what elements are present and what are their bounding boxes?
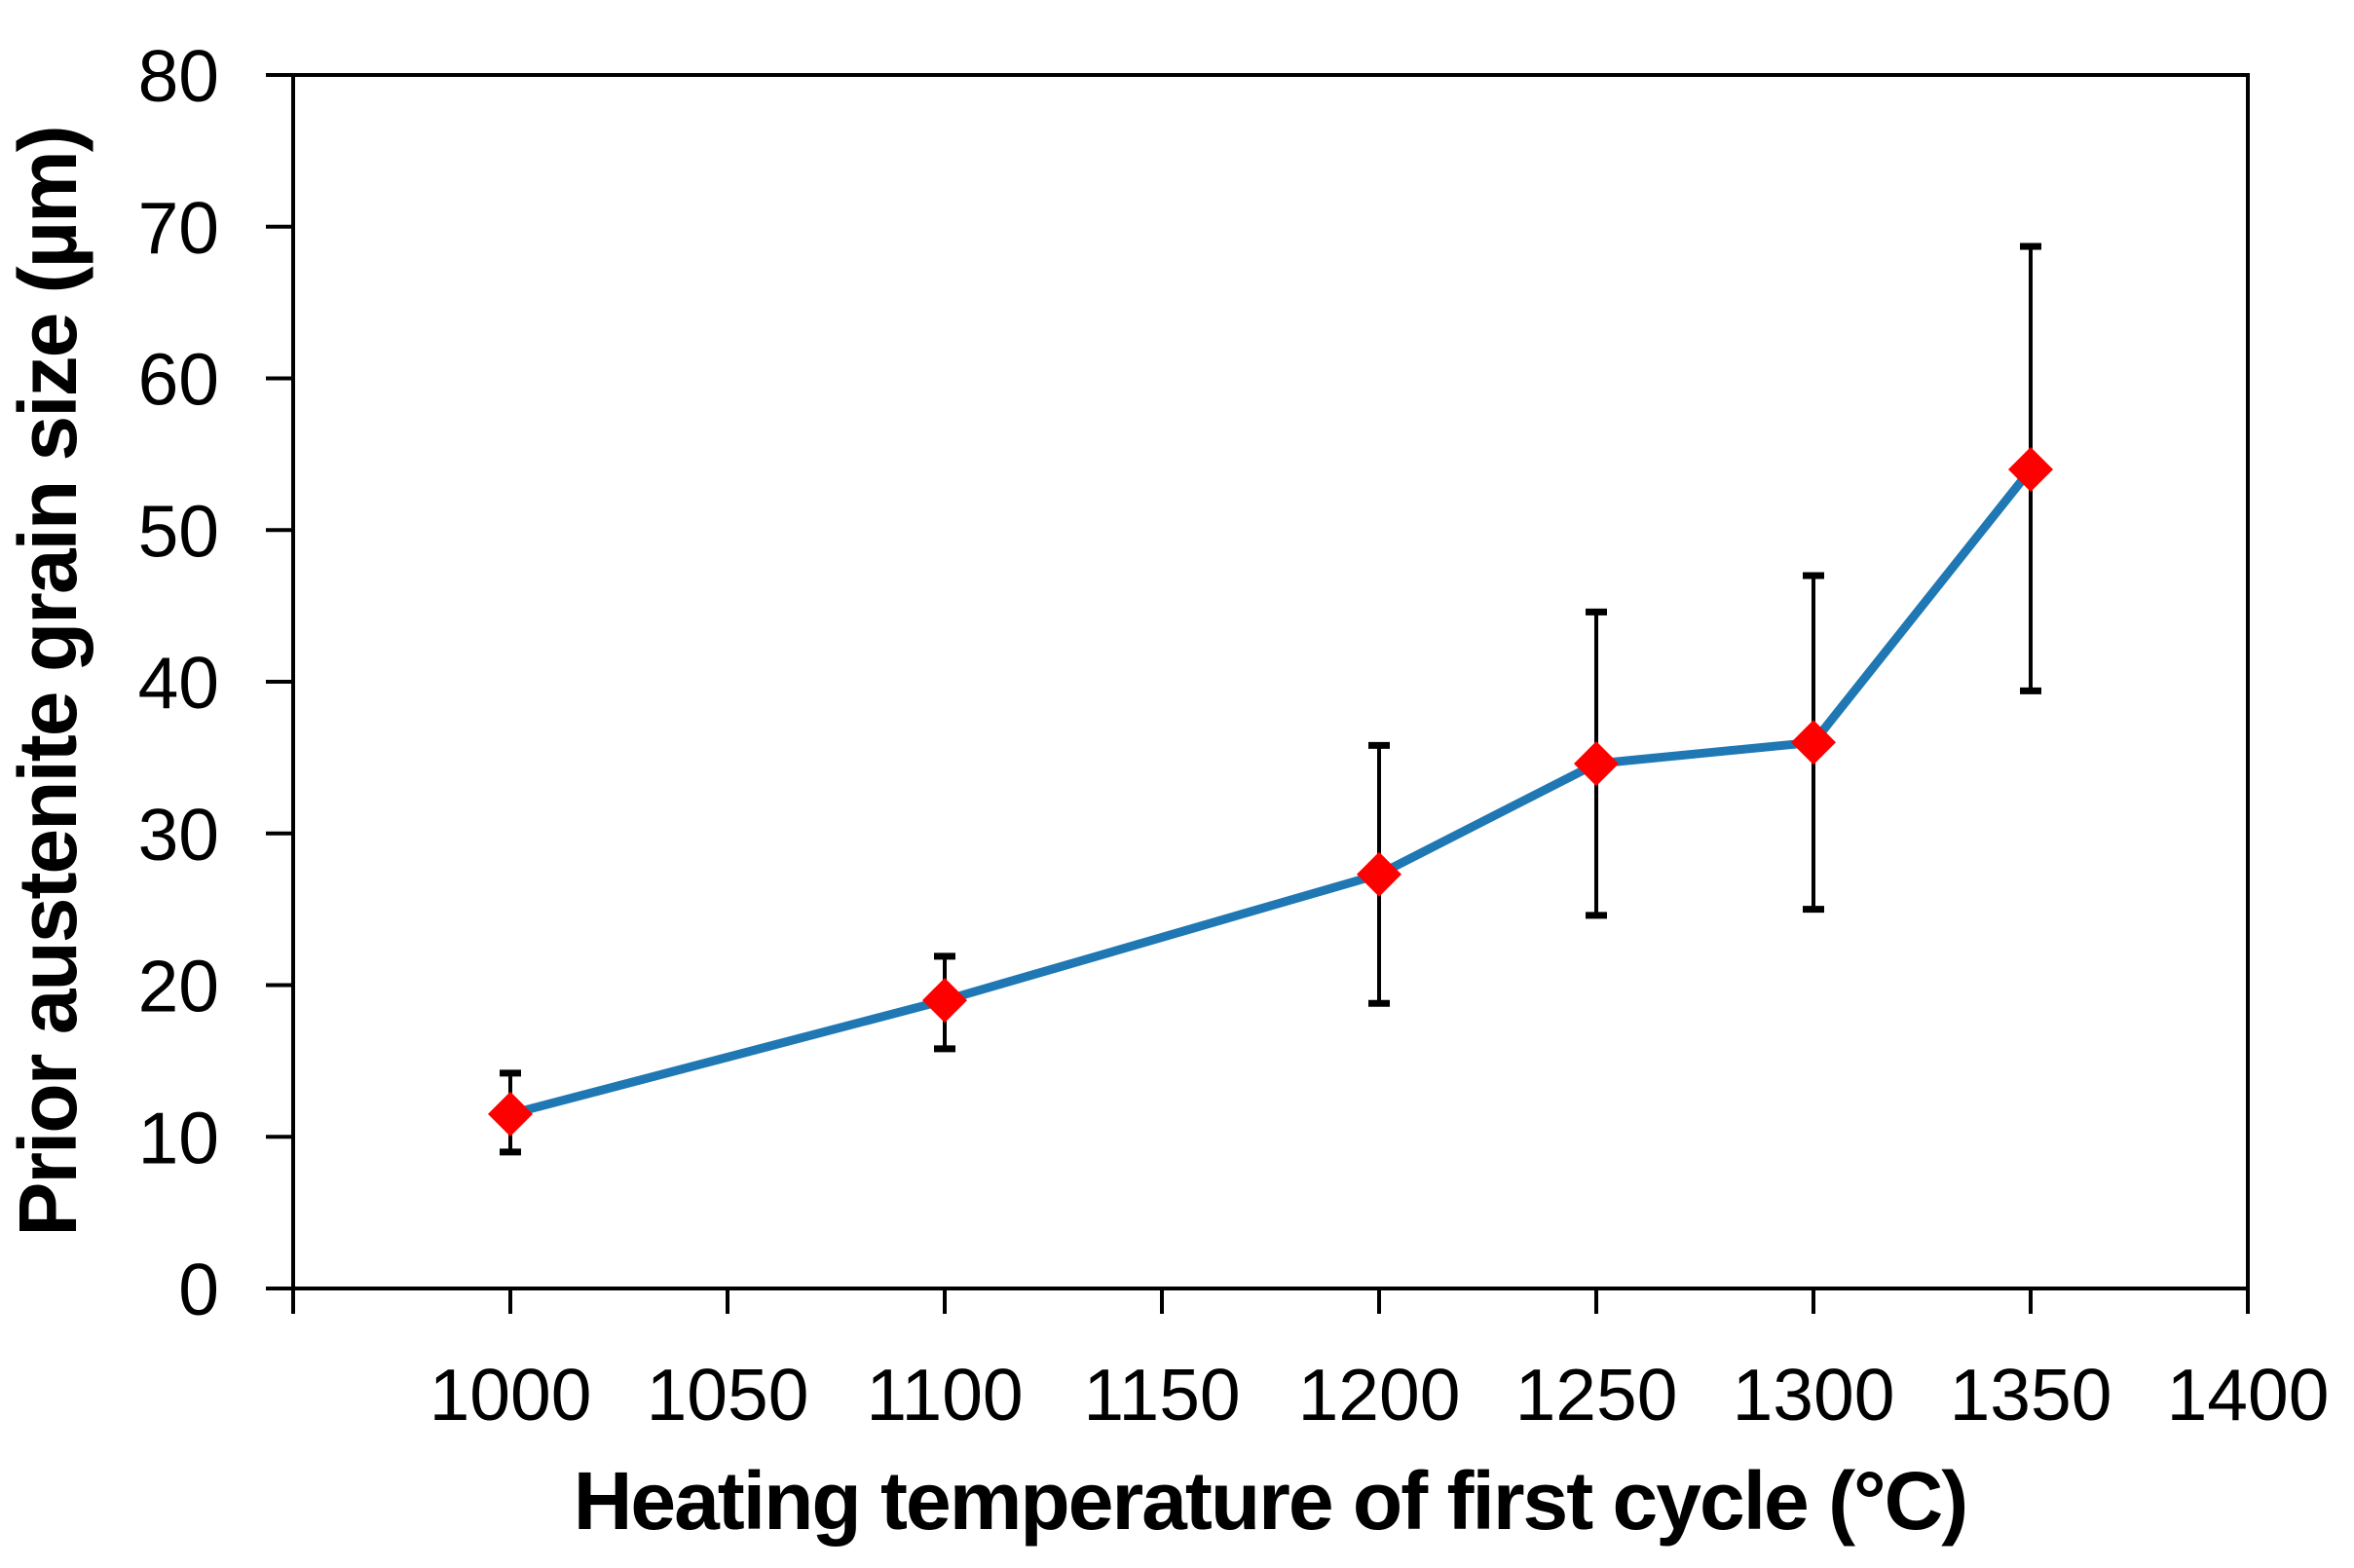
x-axis-tick-label: 1100	[866, 1354, 1023, 1436]
y-axis-tick-label: 20	[138, 946, 219, 1027]
data-point-marker	[1357, 851, 1401, 897]
x-axis-tick-label: 1050	[647, 1354, 809, 1436]
y-axis-tick-label: 30	[138, 794, 219, 876]
x-axis-tick-label: 1150	[1083, 1354, 1240, 1436]
data-point-marker	[488, 1091, 533, 1137]
y-axis-tick-label: 10	[138, 1097, 219, 1178]
y-axis-tick-label: 0	[178, 1249, 219, 1330]
x-axis-tick-label: 1400	[2167, 1354, 2330, 1436]
y-axis-tick-label: 40	[138, 642, 219, 724]
data-point-marker	[2008, 446, 2053, 492]
x-axis-tick-label: 1200	[1298, 1354, 1461, 1436]
y-axis-tick-label: 50	[138, 490, 219, 572]
x-axis-title: Heating temperature of first cycle (°C)	[574, 1455, 1967, 1547]
data-point-marker	[1791, 720, 1836, 765]
y-axis-tick-label: 60	[138, 339, 219, 421]
data-point-marker	[922, 978, 967, 1024]
y-axis-title: Prior austenite grain size (µm)	[2, 127, 93, 1236]
x-axis-tick-label: 1350	[1950, 1354, 2112, 1436]
series-line	[505, 465, 2036, 1119]
y-axis-tick-label: 80	[138, 35, 219, 117]
x-axis-tick-label: 1300	[1733, 1354, 1895, 1436]
plot-border	[291, 73, 2250, 1290]
x-axis-tick-label: 1000	[430, 1354, 592, 1436]
y-axis-tick-label: 70	[138, 187, 219, 269]
data-point-marker	[1574, 741, 1619, 787]
x-axis-tick-label: 1250	[1515, 1354, 1678, 1436]
